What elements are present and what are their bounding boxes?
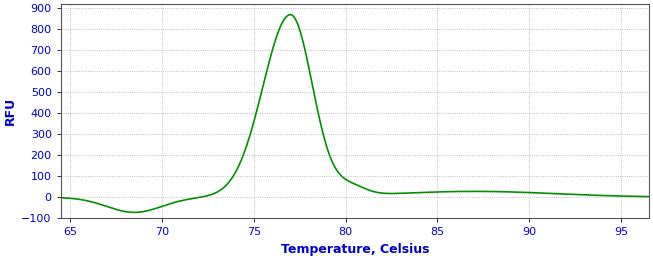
- Y-axis label: RFU: RFU: [4, 97, 17, 125]
- X-axis label: Temperature, Celsius: Temperature, Celsius: [281, 243, 429, 256]
